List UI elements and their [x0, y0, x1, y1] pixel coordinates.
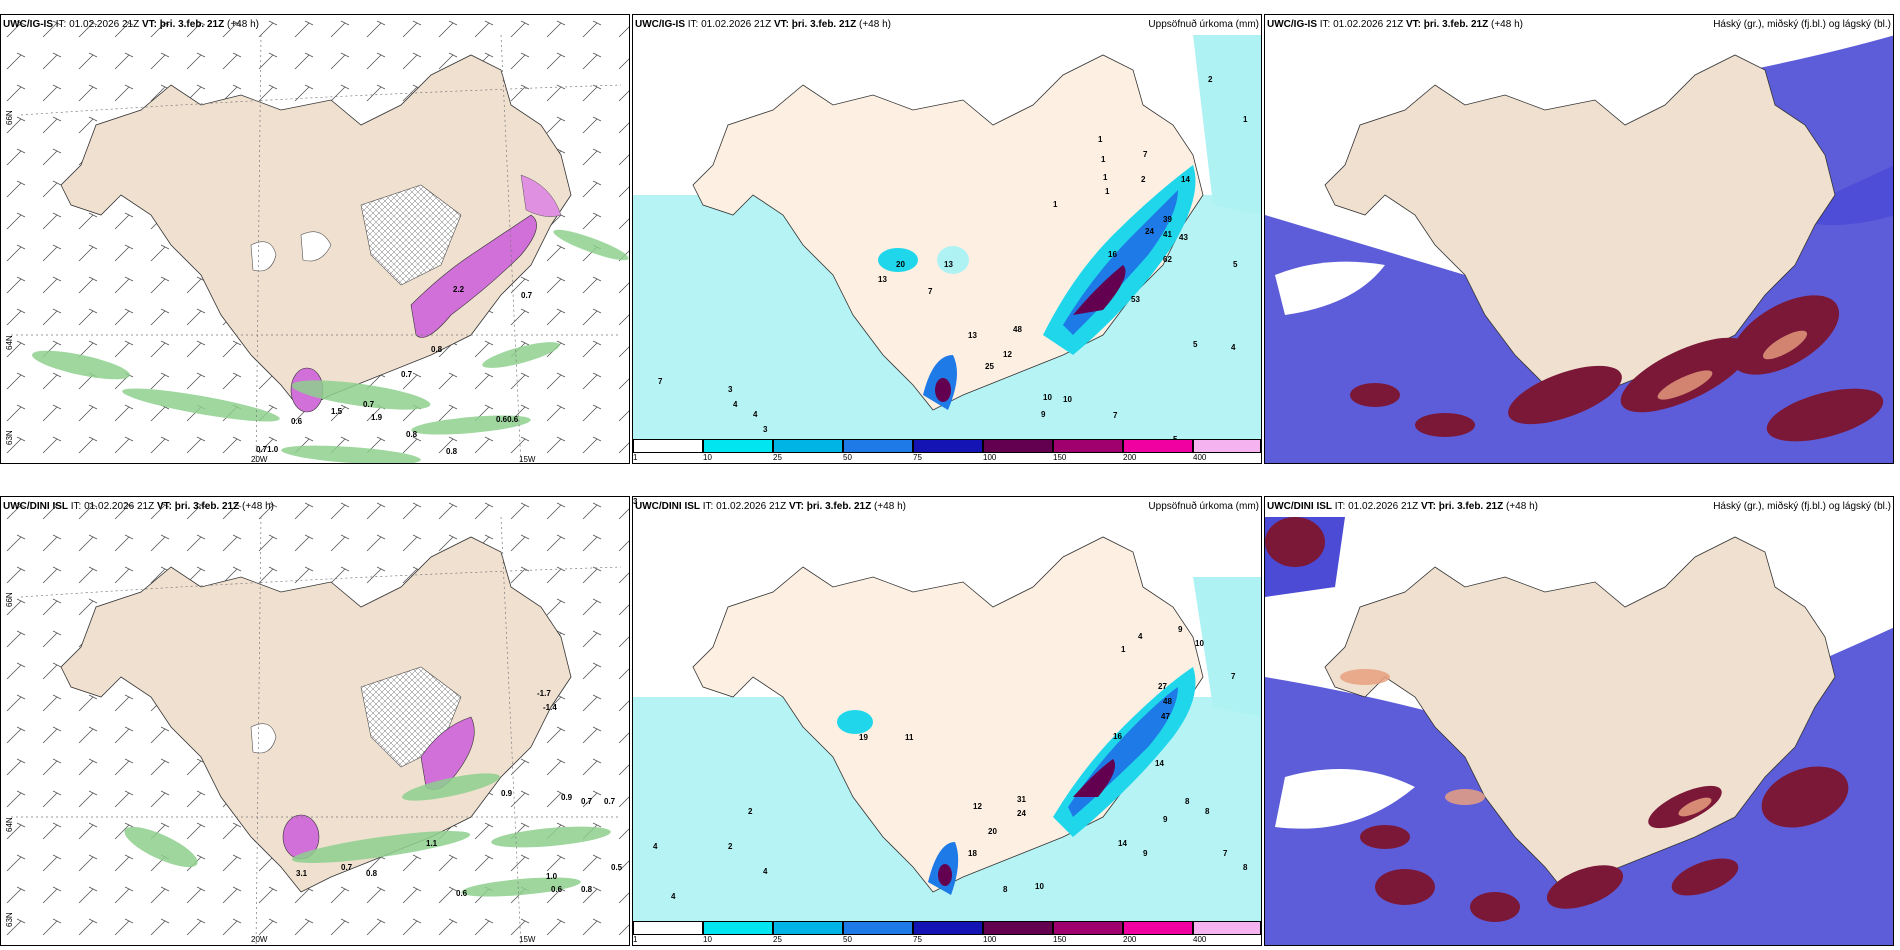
map-panel-bottom-right: UWC/DINI ISL IT: 01.02.2026 21Z VT: þri.…	[1264, 496, 1894, 946]
map-panel-top-left: UWC/IG-IS IT: 01.02.2026 21Z VT: þri. 3.…	[0, 14, 630, 464]
high-cloud-patches	[1350, 295, 1884, 442]
wind-value: -1.7	[537, 689, 551, 698]
wind-value: 1.0	[546, 872, 558, 881]
wind-value: 0.71.0	[256, 445, 279, 454]
panel-title: UWC/DINI ISL IT: 01.02.2026 21Z VT: þri.…	[1267, 501, 1538, 512]
wind-value: 1.9	[371, 413, 383, 422]
panel-legend-title: Háský (gr.), miðský (fj.bl.) og lágský (…	[1713, 501, 1891, 512]
wind-value: 0.60.6	[496, 415, 519, 424]
wind-value: 0.9	[561, 793, 573, 802]
green-precip-streaks	[124, 773, 611, 897]
wind-value: 0.6	[551, 885, 563, 894]
wind-map	[1, 497, 629, 945]
wind-value: 0.8	[431, 345, 443, 354]
lon-label-20w: 20W	[251, 935, 268, 944]
precip-map	[633, 35, 1261, 445]
panel-title: UWC/DINI ISL IT: 01.02.2026 21Z VT: þri.…	[635, 501, 906, 512]
panel-legend-title: Uppsöfnuð úrkoma (mm)	[1148, 19, 1259, 30]
wind-value: 2.2	[453, 285, 465, 294]
glacier-2	[250, 241, 277, 272]
map-panel-bottom-left: UWC/DINI ISL IT: 01.02.2026 21Z VT: þri.…	[0, 496, 630, 946]
wind-value: 0.7	[363, 400, 375, 409]
panel-legend-title: Uppsöfnuð úrkoma (mm)	[1148, 501, 1259, 512]
wind-value: 0.7	[521, 291, 533, 300]
lat-label-63: 63N	[5, 430, 14, 445]
cloud-map	[1265, 517, 1893, 945]
wind-value: 0.8	[581, 885, 593, 894]
wind-value: 1.5	[331, 407, 343, 416]
wind-value: 3.1	[296, 869, 308, 878]
green-precip-streaks	[32, 229, 629, 463]
lat-label-66: 66N	[5, 592, 14, 607]
cloud-map	[1265, 35, 1893, 463]
panel-title: UWC/IG-IS IT: 01.02.2026 21Z VT: þri. 3.…	[3, 19, 259, 30]
lat-label-64: 64N	[5, 817, 14, 832]
wind-value: 1.1	[426, 839, 438, 848]
wind-value: 0.6	[456, 889, 468, 898]
high-cloud-patches	[1265, 517, 1849, 922]
panel-title: UWC/DINI ISL IT: 01.02.2026 21Z VT: þri.…	[3, 501, 274, 512]
colorbar: 1 10 25 50 75 100 150 200 400	[633, 921, 1261, 945]
wind-value: 0.6	[291, 417, 303, 426]
wind-value: 0.9	[501, 789, 513, 798]
wind-value: -1.4	[543, 703, 557, 712]
lon-label-20w: 20W	[251, 455, 268, 464]
wind-value: 0.7	[401, 370, 413, 379]
wind-value: 0.5	[611, 863, 623, 872]
lon-label-15w: 15W	[519, 935, 536, 944]
lon-label-15w: 15W	[519, 455, 536, 464]
panel-title: UWC/IG-IS IT: 01.02.2026 21Z VT: þri. 3.…	[635, 19, 891, 30]
map-panel-top-middle: UWC/IG-IS IT: 01.02.2026 21Z VT: þri. 3.…	[632, 14, 1262, 464]
graticule	[10, 34, 622, 463]
wind-value: 0.8	[366, 869, 378, 878]
map-panel-bottom-middle: UWC/DINI ISL IT: 01.02.2026 21Z VT: þri.…	[632, 496, 1262, 946]
lat-label-64: 64N	[5, 335, 14, 350]
wind-value: 0.7	[581, 797, 593, 806]
lat-label-63: 63N	[5, 912, 14, 927]
wind-map	[1, 15, 629, 463]
precip-map	[633, 536, 1261, 927]
iceland-landmass	[60, 536, 572, 893]
map-panel-top-right: UWC/IG-IS IT: 01.02.2026 21Z VT: þri. 3.…	[1264, 14, 1894, 464]
lat-label-66: 66N	[5, 110, 14, 125]
colorbar: 1 10 25 50 75 100 150 200 400	[633, 439, 1261, 463]
panel-legend-title: Háský (gr.), miðský (fj.bl.) og lágský (…	[1713, 19, 1891, 30]
wind-value: 0.8	[446, 447, 458, 456]
panel-title: UWC/IG-IS IT: 01.02.2026 21Z VT: þri. 3.…	[1267, 19, 1523, 30]
wind-value: 0.7	[604, 797, 616, 806]
iceland-landmass	[1324, 54, 1836, 411]
precip-band-magenta	[410, 214, 537, 338]
wind-value: 0.7	[341, 863, 353, 872]
wind-value: 0.8	[406, 430, 418, 439]
